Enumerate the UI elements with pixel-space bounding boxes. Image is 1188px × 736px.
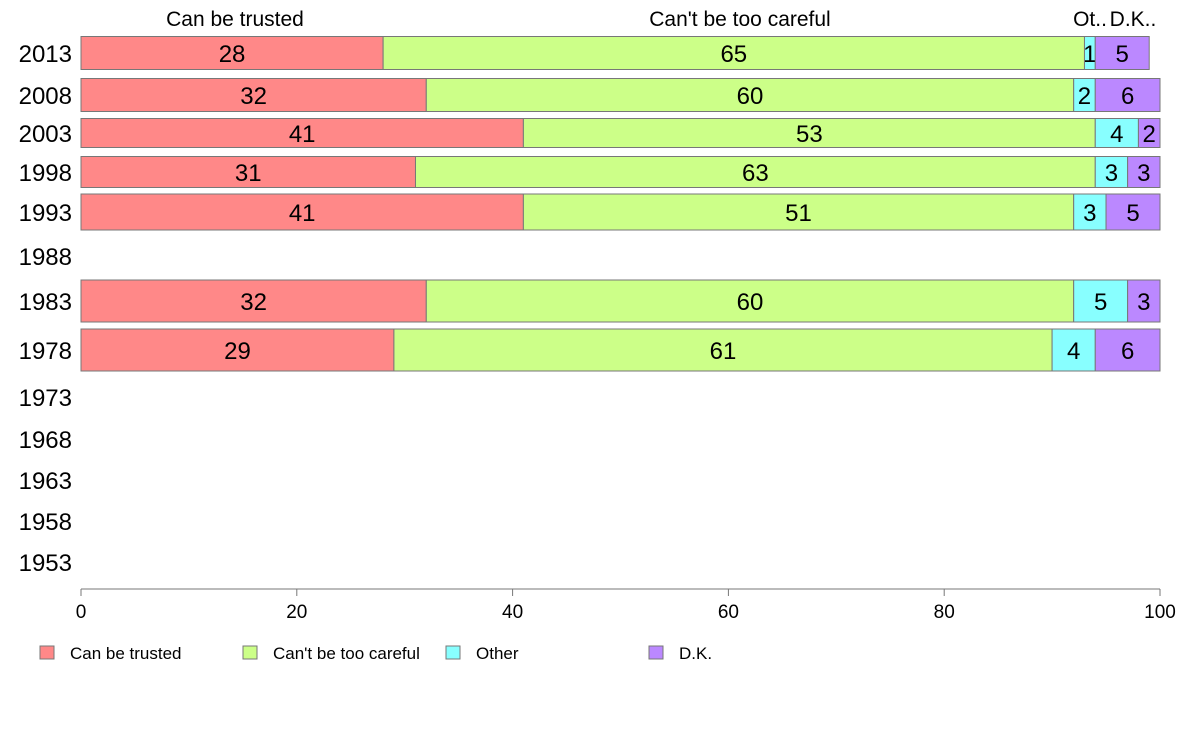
bars: 28 65 1 532 60 2 641 53 4 231 63 3 341 51 3 532 60 5 329 61… [80, 36, 1161, 372]
bar-value-label: 41 [289, 200, 316, 227]
column-header-ot: Ot.. [1073, 8, 1107, 31]
bar-can-be-trusted-1978 [80, 328, 395, 372]
bar-value-label: 32 [240, 83, 267, 110]
column-header-d-k: D.K.. [1110, 8, 1157, 31]
bar-value-label: 4 [1110, 121, 1123, 148]
bar-can-be-trusted-1998 [80, 156, 416, 188]
bar-value-label: 60 [737, 83, 764, 110]
y-axis-labels: 2013 2008 2003 1998 1993 1988 1983 1978 1973 1968… [19, 41, 72, 577]
y-label-1988: 1988 [19, 244, 72, 271]
bar-can-t-be-too-careful-1998 [414, 156, 1096, 188]
bar-can-t-be-too-careful-1993 [522, 193, 1075, 231]
bar-value-label: 5 [1094, 289, 1107, 316]
bar-value-label: 6 [1121, 83, 1134, 110]
bar-can-t-be-too-careful-2008 [425, 78, 1075, 112]
bar-value-label: 60 [737, 289, 764, 316]
bar-value-label: 53 [796, 121, 823, 148]
x-axis: 0 20 40 60 80 100 [76, 588, 1176, 623]
y-label-1998: 1998 [19, 160, 72, 187]
x-tick-label: 20 [286, 602, 307, 623]
column-header-can-t-be-too-careful: Can't be too careful [649, 8, 830, 31]
bar-value-label: 31 [235, 160, 262, 187]
y-label-1968: 1968 [19, 427, 72, 454]
y-label-1958: 1958 [19, 509, 72, 536]
x-tick-label: 60 [718, 602, 739, 623]
bar-value-label: 29 [224, 338, 251, 365]
legend-label-can-be-trusted: Can be trusted [70, 644, 182, 663]
bar-value-label: 6 [1121, 338, 1134, 365]
y-label-2013: 2013 [19, 41, 72, 68]
legend-swatch-can-be-trusted [39, 645, 55, 660]
bar-d-k-2013 [1094, 36, 1150, 70]
bar-value-label: 3 [1105, 160, 1118, 187]
bar-value-label: 2 [1078, 83, 1091, 110]
bar-d-k-1998 [1127, 156, 1161, 188]
bar-other-1998 [1094, 156, 1129, 188]
bar-can-be-trusted-1983 [80, 279, 427, 323]
bar-value-label: 5 [1116, 41, 1129, 68]
bar-can-t-be-too-careful-2003 [522, 118, 1096, 148]
legend-label-other: Other [476, 644, 519, 663]
y-label-2008: 2008 [19, 83, 72, 110]
bar-can-t-be-too-careful-1978 [393, 328, 1053, 372]
y-label-1993: 1993 [19, 200, 72, 227]
bar-value-label: 41 [289, 121, 316, 148]
bar-can-be-trusted-2013 [80, 36, 384, 70]
y-label-1978: 1978 [19, 338, 72, 365]
bar-d-k-1993 [1105, 193, 1161, 231]
bar-value-label: 63 [742, 160, 769, 187]
bar-d-k-2008 [1094, 78, 1161, 112]
bar-value-label: 2 [1143, 121, 1156, 148]
legend-label-d-k: D.K. [679, 644, 712, 663]
bar-value-label: 4 [1067, 338, 1080, 365]
x-tick-label: 0 [76, 602, 87, 623]
bar-value-label: 1 [1083, 41, 1096, 68]
y-label-1963: 1963 [19, 468, 72, 495]
x-tick-label: 100 [1144, 602, 1176, 623]
y-label-1953: 1953 [19, 550, 72, 577]
bar-d-k-1983 [1127, 279, 1161, 323]
bar-value-label: 61 [710, 338, 737, 365]
column-headers: Can be trusted Can't be too careful Ot.. D.… [166, 8, 1156, 31]
y-label-1983: 1983 [19, 289, 72, 316]
legend-swatch-other [445, 645, 461, 660]
bar-value-label: 3 [1083, 200, 1096, 227]
y-label-1973: 1973 [19, 385, 72, 412]
legend-swatch-can-t-be-too-careful [242, 645, 258, 660]
x-tick-label: 40 [502, 602, 523, 623]
bar-d-k-2003 [1137, 118, 1161, 148]
bar-d-k-1978 [1094, 328, 1161, 372]
bar-can-be-trusted-1993 [80, 193, 524, 231]
bar-value-label: 3 [1137, 160, 1150, 187]
bar-other-1993 [1073, 193, 1107, 231]
bar-can-be-trusted-2003 [80, 118, 524, 148]
bar-value-label: 32 [240, 289, 267, 316]
bar-value-label: 3 [1137, 289, 1150, 316]
bar-can-t-be-too-careful-2013 [382, 36, 1085, 70]
bar-value-label: 51 [785, 200, 812, 227]
bar-value-label: 65 [720, 41, 747, 68]
bar-value-label: 28 [219, 41, 246, 68]
y-label-2003: 2003 [19, 121, 72, 148]
legend-swatch-d-k [648, 645, 664, 660]
column-header-can-be-trusted: Can be trusted [166, 8, 304, 31]
bar-value-label: 5 [1126, 200, 1139, 227]
x-tick-label: 80 [934, 602, 955, 623]
bar-can-t-be-too-careful-1983 [425, 279, 1075, 323]
legend: Can be trusted Can't be too careful Other D… [39, 644, 712, 663]
legend-label-can-t-be-too-careful: Can't be too careful [273, 644, 420, 663]
